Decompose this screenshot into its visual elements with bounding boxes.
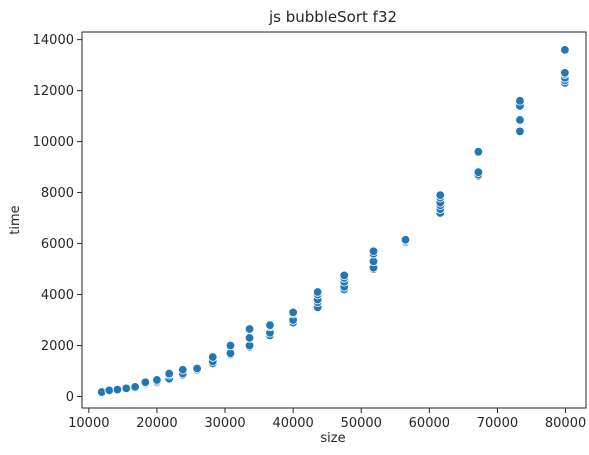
data-point (515, 96, 525, 106)
data-point (560, 68, 570, 78)
data-point (140, 377, 151, 387)
data-point (244, 333, 255, 343)
data-point (560, 45, 570, 55)
x-tick-label: 20000 (136, 416, 177, 431)
data-points (97, 45, 570, 398)
x-tick-label: 40000 (272, 416, 313, 431)
y-axis-label: time (8, 205, 23, 234)
data-point (473, 167, 484, 177)
data-point (178, 365, 188, 375)
y-tick-label: 12000 (33, 84, 74, 99)
data-point (112, 384, 123, 395)
x-tick-label: 70000 (477, 416, 518, 431)
data-point (339, 270, 349, 281)
x-axis: 10000 20000 30000 40000 50000 60000 70000 80000 (68, 408, 586, 431)
x-tick-label: 50000 (341, 416, 382, 431)
data-point (435, 190, 445, 200)
data-point (164, 368, 174, 379)
x-tick-label: 10000 (68, 416, 109, 431)
y-tick-label: 8000 (41, 186, 74, 201)
data-point (244, 324, 255, 334)
data-point (104, 385, 114, 396)
data-point (515, 126, 525, 137)
data-point (368, 246, 379, 256)
y-tick-label: 10000 (33, 135, 74, 150)
data-point (312, 287, 323, 297)
y-axis: 0 2000 4000 6000 8000 10000 12000 14000 (33, 33, 82, 405)
data-point (265, 320, 275, 330)
x-axis-label: size (320, 431, 345, 446)
y-tick-label: 4000 (41, 288, 74, 303)
data-point (208, 352, 218, 362)
x-tick-label: 30000 (204, 416, 245, 431)
data-point (288, 307, 298, 318)
data-point (225, 340, 236, 351)
data-point (192, 363, 202, 374)
y-tick-label: 0 (66, 390, 74, 405)
data-point (130, 382, 140, 392)
x-tick-label: 80000 (545, 416, 586, 431)
data-point (473, 147, 484, 157)
data-point (515, 115, 525, 125)
plot-area (81, 31, 587, 409)
data-point (121, 383, 131, 394)
y-tick-label: 6000 (41, 237, 74, 252)
x-tick-label: 60000 (409, 416, 450, 431)
data-point (152, 375, 162, 385)
chart-title: js bubbleSort f32 (268, 8, 397, 26)
y-tick-label: 2000 (41, 339, 74, 354)
data-point (400, 235, 411, 245)
y-tick-label: 14000 (33, 33, 74, 48)
